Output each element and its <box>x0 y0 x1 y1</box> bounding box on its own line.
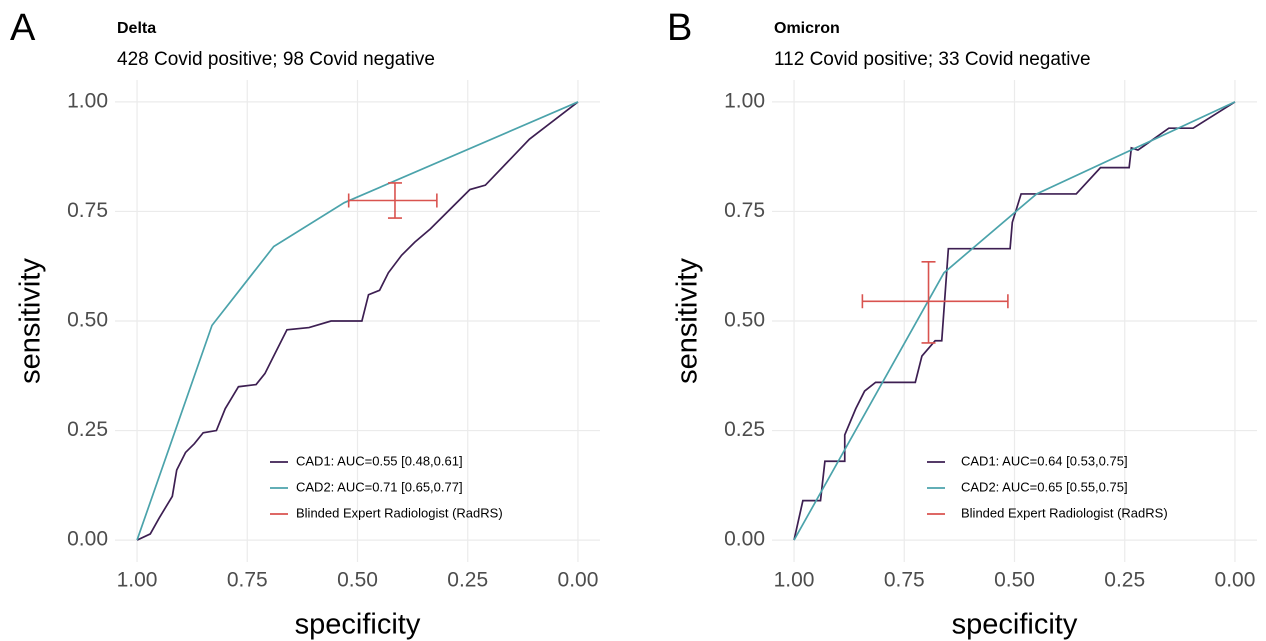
horizontal-error-bar <box>861 294 1009 309</box>
x-axis-title: specificity <box>295 609 421 641</box>
y-tick-label: 0.25 <box>67 418 108 441</box>
vertical-error-bar <box>387 182 402 219</box>
x-tick-label: 0.75 <box>227 569 268 592</box>
x-axis-title: specificity <box>952 609 1078 641</box>
panel-tag: A <box>10 7 36 49</box>
y-tick-label: 0.00 <box>724 528 765 551</box>
x-tick-label: 0.25 <box>1104 569 1145 592</box>
x-tick-label: 1.00 <box>117 569 158 592</box>
y-tick-label: 0.75 <box>724 199 765 222</box>
x-tick-label: 0.00 <box>558 569 599 592</box>
legend-label: CAD1: AUC=0.55 [0.48,0.61] <box>296 453 463 468</box>
chart-subtitle: 428 Covid positive; 98 Covid negative <box>117 49 435 70</box>
x-tick-label: 0.50 <box>337 569 378 592</box>
y-tick-label: 1.00 <box>724 89 765 112</box>
x-tick-label: 0.25 <box>447 569 488 592</box>
panel-tag: B <box>667 7 692 49</box>
x-tick-label: 0.50 <box>994 569 1035 592</box>
roc-line <box>136 101 579 541</box>
roc-line <box>793 101 1236 541</box>
y-axis-title: sensitivity <box>672 258 704 384</box>
roc-line <box>136 101 579 541</box>
legend-label: Blinded Expert Radiologist (RadRS) <box>296 505 503 520</box>
y-tick-label: 0.50 <box>724 309 765 332</box>
y-tick-label: 0.50 <box>67 309 108 332</box>
vertical-error-bar <box>921 261 936 344</box>
roc-line <box>793 101 1236 541</box>
chart-title: Delta <box>117 20 156 37</box>
y-tick-label: 0.25 <box>724 418 765 441</box>
y-axis-title: sensitivity <box>15 258 47 384</box>
chart-title: Omicron <box>774 20 840 37</box>
legend-label: CAD1: AUC=0.64 [0.53,0.75] <box>961 453 1128 468</box>
y-tick-label: 0.00 <box>67 528 108 551</box>
horizontal-error-bar <box>347 193 438 208</box>
y-tick-label: 1.00 <box>67 89 108 112</box>
chart-subtitle: 112 Covid positive; 33 Covid negative <box>774 49 1091 70</box>
x-tick-label: 1.00 <box>774 569 815 592</box>
y-tick-label: 0.75 <box>67 199 108 222</box>
legend-label: Blinded Expert Radiologist (RadRS) <box>961 505 1168 520</box>
legend-label: CAD2: AUC=0.71 [0.65,0.77] <box>296 479 463 494</box>
x-tick-label: 0.75 <box>884 569 925 592</box>
legend-label: CAD2: AUC=0.65 [0.55,0.75] <box>961 479 1128 494</box>
x-tick-label: 0.00 <box>1215 569 1256 592</box>
